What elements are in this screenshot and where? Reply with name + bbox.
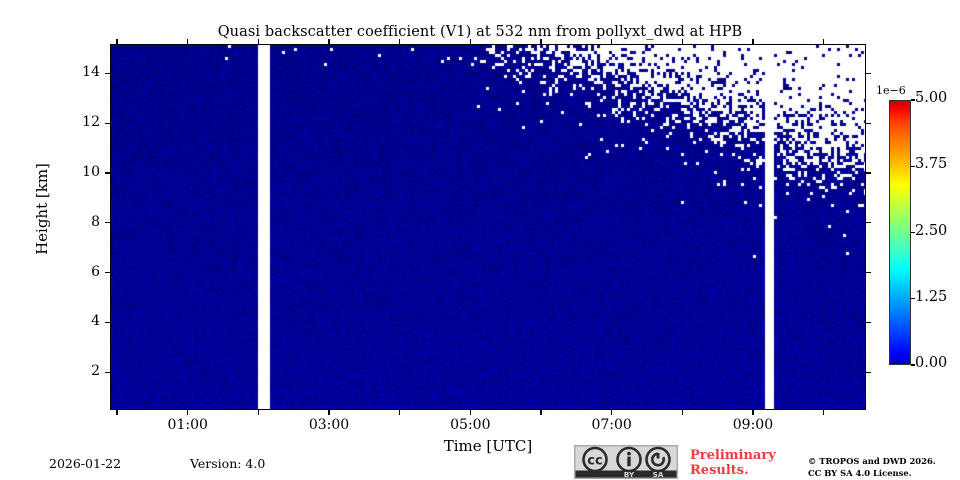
- x-axis-tick-top: [257, 39, 260, 44]
- y-axis-tick-right: [866, 72, 871, 75]
- colorbar-tick: [911, 231, 915, 234]
- y-axis-tick-right: [866, 371, 871, 373]
- footer-date: 2026-01-22: [49, 456, 122, 471]
- x-axis-tick: [540, 410, 542, 415]
- colorbar-tick: [911, 165, 915, 167]
- y-axis-tick-label: 14: [82, 64, 100, 81]
- colorbar-tick: [911, 99, 915, 101]
- x-axis-tick: [187, 410, 189, 415]
- y-axis-tick-right: [866, 222, 871, 224]
- preliminary-line-1: Preliminary: [690, 448, 776, 463]
- x-axis-tick-top: [610, 39, 613, 44]
- colorbar-offset-text: 1e−6: [876, 84, 906, 97]
- colorbar: [889, 99, 915, 366]
- copyright-line-1: © TROPOS and DWD 2026.: [808, 456, 936, 466]
- y-axis-tick: [105, 72, 110, 75]
- colorbar-tick-label: 2.50: [915, 222, 948, 239]
- copyright-block: © TROPOS and DWD 2026. CC BY SA 4.0 Lice…: [808, 455, 936, 479]
- x-axis-tick-top: [822, 39, 825, 44]
- y-axis-tick-label: 2: [91, 363, 100, 380]
- x-axis-tick-top: [540, 39, 542, 44]
- y-axis-tick: [105, 371, 110, 373]
- x-axis-tick-label: 09:00: [732, 417, 774, 433]
- y-axis-tick-right: [866, 271, 871, 274]
- y-axis-tick-right: [866, 321, 871, 323]
- quasi-backscatter-heatmap: [111, 45, 865, 409]
- x-axis-tick: [752, 410, 754, 415]
- x-axis-tick: [257, 410, 260, 415]
- y-axis-tick-label: 8: [91, 213, 100, 230]
- colorbar-tick-label: 3.75: [915, 156, 948, 173]
- footer-version: Version: 4.0: [190, 456, 266, 471]
- y-axis-tick-label: 4: [91, 313, 100, 330]
- colorbar-tick-label: 5.00: [915, 90, 948, 106]
- y-axis-tick: [105, 321, 110, 323]
- x-axis-tick-top: [187, 39, 189, 44]
- preliminary-line-2: Results.: [690, 462, 749, 478]
- colorbar-tick: [911, 364, 915, 366]
- cc-by-text: BY: [624, 470, 635, 479]
- x-axis-tick-top: [399, 39, 401, 44]
- x-axis-tick: [610, 410, 613, 415]
- y-axis-tick: [105, 271, 110, 274]
- x-axis-tick: [328, 410, 330, 415]
- x-axis-tick-top: [116, 39, 118, 44]
- y-axis-tick-label: 10: [82, 163, 100, 180]
- cc-license-badge: cc BY SA: [574, 445, 678, 479]
- x-axis-tick-label: 03:00: [308, 417, 350, 433]
- y-axis-tick-label: 6: [91, 263, 100, 280]
- y-axis-tick: [105, 172, 110, 174]
- x-axis-tick-label: 07:00: [591, 417, 632, 433]
- x-axis-tick: [822, 410, 825, 415]
- y-axis-tick-right: [866, 172, 871, 174]
- x-axis-tick-top: [681, 39, 683, 44]
- x-axis-tick-label: 01:00: [167, 417, 208, 433]
- x-axis-tick: [469, 410, 471, 415]
- copyright-line-2: CC BY SA 4.0 License.: [808, 468, 912, 479]
- x-axis-title: Time [UTC]: [443, 437, 533, 455]
- heatmap-plot-area: [110, 44, 866, 410]
- y-axis-title: Height [km]: [33, 163, 51, 255]
- cc-sa-text: SA: [652, 470, 663, 479]
- x-axis-tick: [681, 410, 683, 415]
- y-axis-tick-label: 12: [82, 114, 100, 131]
- x-axis-tick-top: [328, 39, 330, 44]
- x-axis-tick: [399, 410, 401, 415]
- y-axis-tick: [105, 122, 110, 124]
- y-axis-tick: [105, 222, 110, 224]
- y-axis-tick-right: [866, 122, 871, 124]
- colorbar-tick: [911, 298, 915, 300]
- preliminary-results-note: Preliminary Results.: [690, 448, 776, 478]
- x-axis-tick: [116, 410, 118, 415]
- x-axis-tick-top: [469, 39, 471, 44]
- colorbar-gradient: [889, 100, 911, 365]
- colorbar-tick-label: 1.25: [915, 288, 948, 305]
- page-title: Quasi backscatter coefficient (V1) at 53…: [217, 24, 743, 40]
- cc-glyph-text: cc: [587, 454, 602, 469]
- x-axis-tick-top: [752, 39, 754, 44]
- colorbar-tick-label: 0.00: [915, 355, 948, 371]
- x-axis-tick-label: 05:00: [450, 417, 491, 433]
